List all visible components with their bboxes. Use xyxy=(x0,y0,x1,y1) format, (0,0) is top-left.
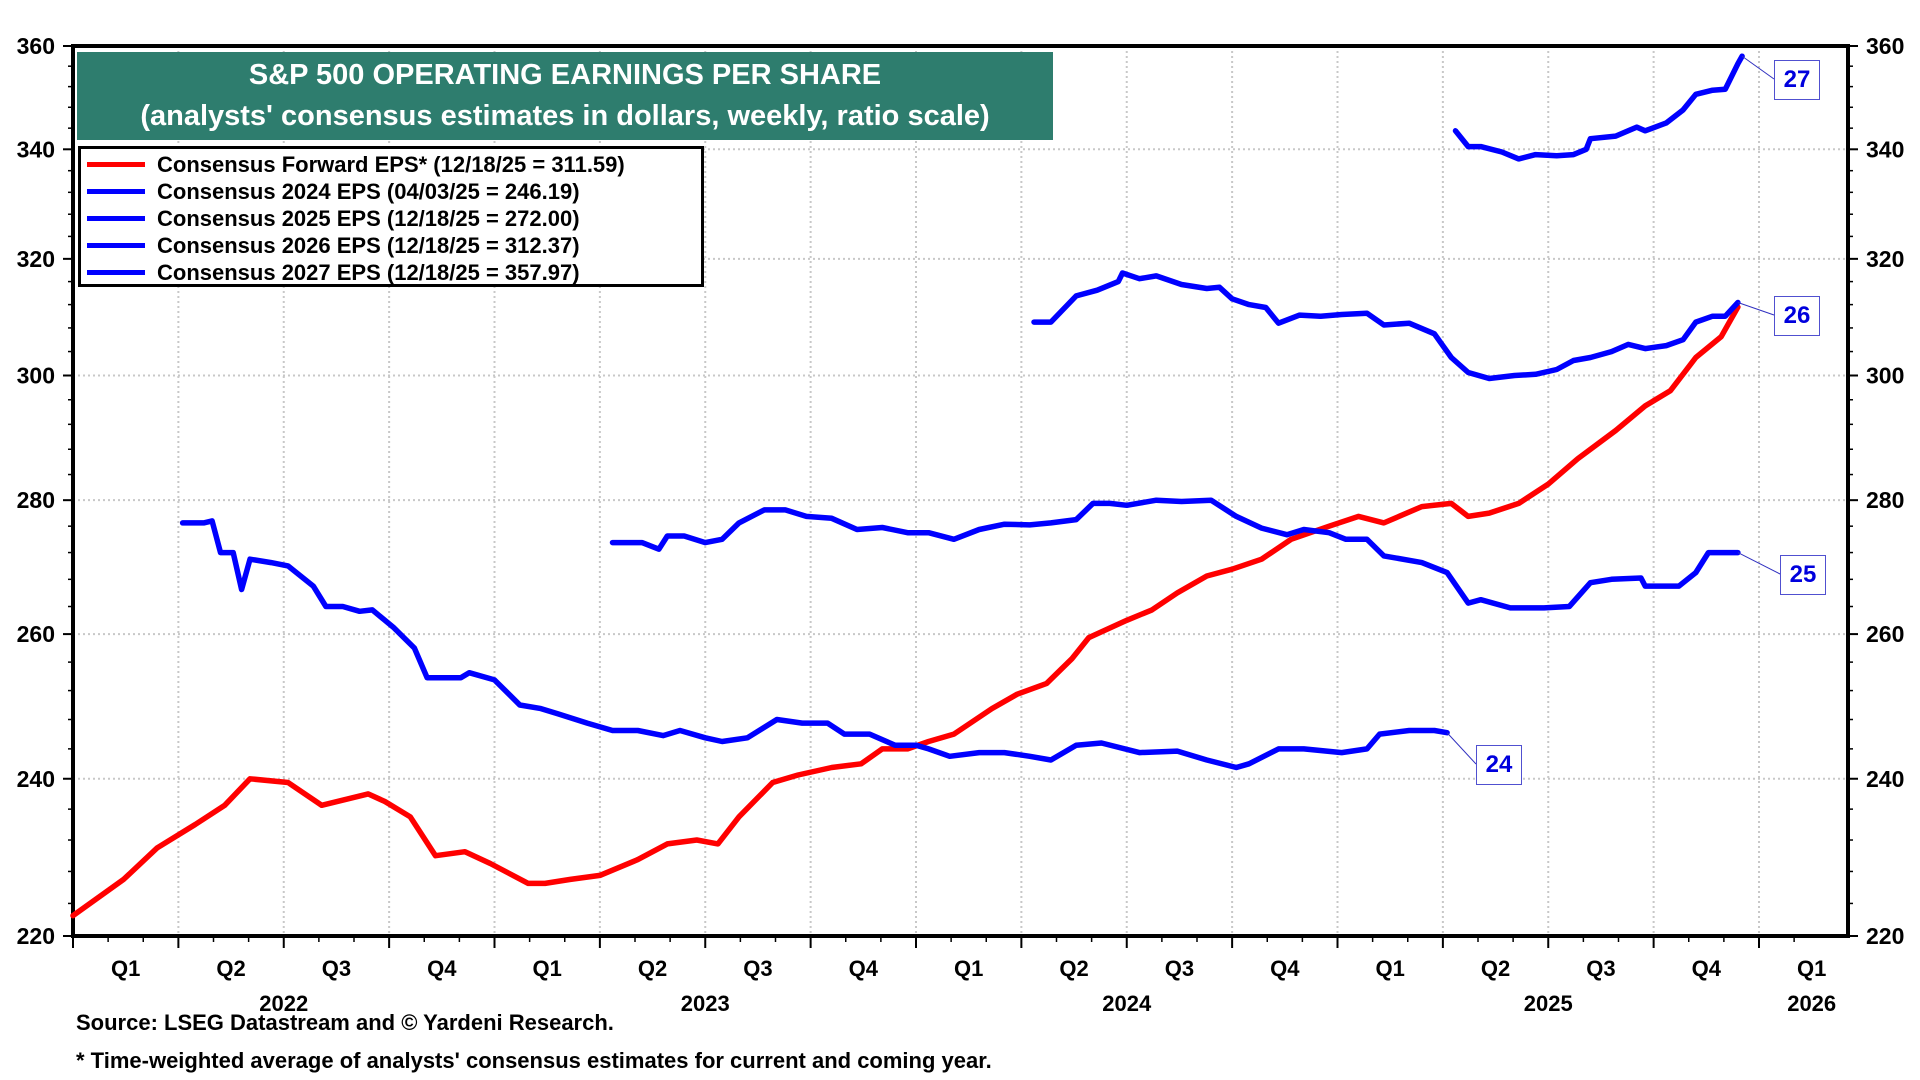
end-tag-leader xyxy=(1741,55,1775,80)
y-tick-label-left: 220 xyxy=(17,923,55,949)
end-tag-leaders xyxy=(1446,55,1781,765)
x-quarter-label: Q4 xyxy=(849,956,879,981)
x-axis-labels: Q1 Q2 Q3 Q4 Q1 Q2 Q3 Q4 Q1 Q2 Q3 Q4 Q1 Q2 Q3 Q4 Q1 2022 20… xyxy=(111,956,1836,1016)
end-tag-27: 27 xyxy=(1774,60,1820,100)
x-quarter-label: Q4 xyxy=(1270,956,1300,981)
legend-label: Consensus 2024 EPS (04/03/25 = 246.19) xyxy=(157,178,580,204)
y-tick-label-right: 340 xyxy=(1866,136,1904,162)
y-tick-label-right: 260 xyxy=(1866,621,1904,647)
x-quarter-label: Q1 xyxy=(1797,956,1826,981)
end-tag-24: 24 xyxy=(1476,745,1522,785)
series-line-2 xyxy=(609,497,1741,611)
legend-label: Consensus 2025 EPS (12/18/25 = 272.00) xyxy=(157,205,580,231)
legend-item-forward: Consensus Forward EPS* (12/18/25 = 311.5… xyxy=(81,151,701,178)
y-tick-label-left: 300 xyxy=(17,362,55,388)
y-tick-label-right: 220 xyxy=(1866,923,1904,949)
y-tick-label-left: 360 xyxy=(17,33,55,59)
y-tick-label-left: 240 xyxy=(17,766,55,792)
chart-title: S&P 500 OPERATING EARNINGS PER SHARE xyxy=(248,59,882,91)
legend: Consensus Forward EPS* (12/18/25 = 311.5… xyxy=(78,146,704,287)
y-tick-label-right: 360 xyxy=(1866,33,1904,59)
x-quarter-label: Q1 xyxy=(1376,956,1405,981)
series-line-4 xyxy=(1452,53,1745,162)
legend-swatch-blue xyxy=(87,270,145,275)
legend-swatch-red xyxy=(87,162,145,167)
x-quarter-label: Q3 xyxy=(743,956,772,981)
end-tag-leader xyxy=(1737,301,1775,316)
y-axis-right-labels: 220 240 260 280 300 320 340 360 xyxy=(1866,33,1904,949)
y-tick-label-left: 320 xyxy=(17,246,55,272)
legend-label: Consensus 2026 EPS (12/18/25 = 312.37) xyxy=(157,232,580,258)
x-quarter-label: Q1 xyxy=(533,956,562,981)
end-tag-26: 26 xyxy=(1774,296,1820,336)
legend-item-2024: Consensus 2024 EPS (04/03/25 = 246.19) xyxy=(81,178,701,205)
end-tag-leader xyxy=(1446,732,1477,765)
end-tag-leader xyxy=(1737,552,1781,575)
x-quarter-label: Q4 xyxy=(1692,956,1722,981)
y-tick-label-right: 240 xyxy=(1866,766,1904,792)
legend-item-2027: Consensus 2027 EPS (12/18/25 = 357.97) xyxy=(81,259,701,286)
source-note: Source: LSEG Datastream and © Yardeni Re… xyxy=(76,1010,614,1035)
x-quarter-label: Q3 xyxy=(322,956,351,981)
axes xyxy=(63,44,1858,948)
x-year-label: 2022 xyxy=(259,991,308,1016)
y-tick-label-left: 280 xyxy=(17,487,55,513)
x-quarter-label: Q2 xyxy=(1481,956,1510,981)
legend-item-2026: Consensus 2026 EPS (12/18/25 = 312.37) xyxy=(81,232,701,259)
x-quarter-label: Q2 xyxy=(638,956,667,981)
legend-swatch-blue xyxy=(87,243,145,248)
y-tick-label-left: 260 xyxy=(17,621,55,647)
legend-item-2025: Consensus 2025 EPS (12/18/25 = 272.00) xyxy=(81,205,701,232)
legend-label: Consensus 2027 EPS (12/18/25 = 357.97) xyxy=(157,259,580,285)
x-quarter-label: Q2 xyxy=(1059,956,1088,981)
x-year-label: 2026 xyxy=(1787,991,1836,1016)
x-quarter-label: Q4 xyxy=(427,956,457,981)
x-year-label: 2023 xyxy=(681,991,730,1016)
x-year-label: 2025 xyxy=(1524,991,1573,1016)
x-quarter-label: Q2 xyxy=(216,956,245,981)
y-tick-label-left: 340 xyxy=(17,136,55,162)
x-year-label: 2024 xyxy=(1102,991,1152,1016)
series-line-1 xyxy=(179,518,1450,771)
y-tick-label-right: 320 xyxy=(1866,246,1904,272)
x-quarter-label: Q1 xyxy=(954,956,983,981)
x-quarter-label: Q1 xyxy=(111,956,140,981)
legend-swatch-blue xyxy=(87,189,145,194)
series-line-0 xyxy=(70,304,1741,919)
footnote: * Time-weighted average of analysts' con… xyxy=(76,1048,992,1073)
chart-subtitle: (analysts' consensus estimates in dollar… xyxy=(140,100,990,132)
y-tick-label-right: 280 xyxy=(1866,487,1904,513)
y-axis-left-labels: 220 240 260 280 300 320 340 360 xyxy=(17,33,55,949)
legend-swatch-blue xyxy=(87,216,145,221)
x-quarter-label: Q3 xyxy=(1586,956,1615,981)
plot-frame xyxy=(71,44,1850,938)
series-lines xyxy=(70,53,1745,919)
legend-label: Consensus Forward EPS* (12/18/25 = 311.5… xyxy=(157,151,625,177)
chart-title-box: S&P 500 OPERATING EARNINGS PER SHARE (an… xyxy=(77,52,1053,140)
x-quarter-label: Q3 xyxy=(1165,956,1194,981)
end-tag-25: 25 xyxy=(1780,555,1826,595)
series-line-3 xyxy=(1031,270,1741,382)
y-tick-label-right: 300 xyxy=(1866,362,1904,388)
